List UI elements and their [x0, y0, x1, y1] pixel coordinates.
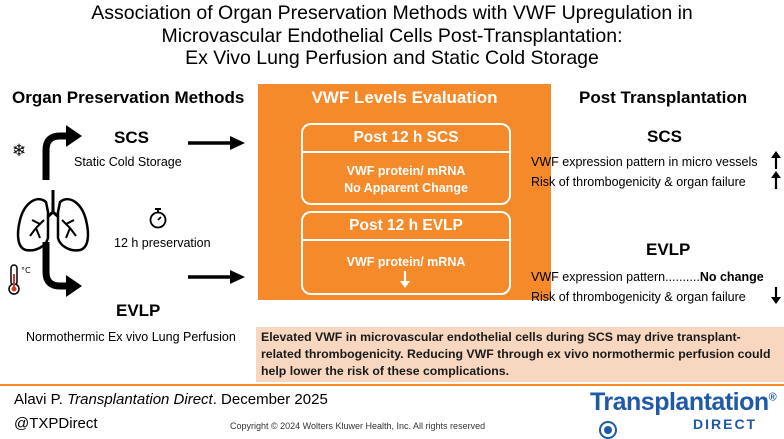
summary-text: Elevated VWF in microvascular endothelia…	[261, 330, 771, 379]
curved-arrow-icon	[42, 242, 82, 297]
lungs-icon	[16, 190, 90, 252]
left-scs-label: SCS	[114, 128, 149, 147]
snowflake-icon: ❄	[12, 141, 27, 160]
left-time-label: 12 h preservation	[114, 236, 211, 250]
stopwatch-icon	[149, 208, 167, 229]
left-scs-desc: Static Cold Storage	[74, 155, 182, 169]
citation-author: Alavi P.	[14, 391, 68, 408]
journal-logo: Transplantation®	[590, 388, 777, 417]
citation-date: . December 2025	[212, 391, 328, 408]
post-evlp-title: Post 12 h EVLP	[303, 213, 509, 241]
citation: Alavi P. Transplantation Direct. Decembe…	[14, 391, 328, 408]
title-line-1: Association of Organ Preservation Method…	[91, 2, 693, 24]
post-scs-line1: VWF protein/ mRNA	[346, 164, 466, 178]
down-arrow-icon	[771, 287, 781, 304]
journal-logo-text: Transplantation	[590, 388, 769, 416]
summary-box	[256, 327, 784, 382]
left-evlp-label: EVLP	[116, 301, 161, 320]
twitter-handle[interactable]: @TXPDirect	[14, 415, 98, 432]
right-arrow-icon	[188, 270, 245, 284]
title: Association of Organ Preservation Method…	[0, 2, 784, 70]
curved-arrow-icon	[42, 125, 82, 180]
post-scs-box: Post 12 h SCS VWF protein/ mRNA No Appar…	[301, 123, 511, 205]
title-line-2: Microvascular Endothelial Cells Post-Tra…	[161, 24, 623, 47]
right-evlp-label: EVLP	[646, 240, 691, 259]
right-evlp-item2: Risk of thrombogenicity & organ failure	[531, 290, 746, 304]
post-scs-title: Post 12 h SCS	[303, 125, 509, 153]
post-scs-line2: No Apparent Change	[344, 181, 468, 195]
copyright: Copyright © 2024 Wolters Kluwer Health, …	[230, 421, 486, 431]
down-arrow-icon	[400, 271, 410, 288]
right-evlp-item1-text: VWF expression pattern..........	[531, 270, 700, 284]
post-evlp-box: Post 12 h EVLP VWF protein/ mRNA	[301, 211, 511, 295]
right-evlp-item1-bold: No change	[699, 270, 764, 284]
title-line-3: Ex Vivo Lung Perfusion and Static Cold S…	[185, 47, 599, 69]
up-arrow-icon	[771, 171, 781, 189]
footer-divider	[0, 384, 784, 386]
left-evlp-desc: Normothermic Ex vivo Lung Perfusion	[26, 330, 236, 344]
right-evlp-item1: VWF expression pattern..........No chang…	[531, 270, 764, 284]
right-arrow-icon	[188, 136, 245, 150]
center-heading: VWF Levels Evaluation	[311, 88, 498, 107]
seal-icon	[599, 421, 617, 439]
right-scs-item1: VWF expression pattern in micro vessels	[531, 155, 758, 169]
journal-logo-reg: ®	[768, 391, 777, 404]
post-evlp-line1: VWF protein/ mRNA	[346, 255, 466, 269]
svg-text:°C: °C	[21, 266, 31, 275]
journal-logo-sub: DIRECT	[693, 416, 758, 432]
citation-journal: Transplantation Direct	[67, 391, 213, 408]
right-scs-label: SCS	[647, 127, 682, 146]
left-heading: Organ Preservation Methods	[12, 88, 245, 107]
right-scs-item2: Risk of thrombogenicity & organ failure	[531, 175, 746, 189]
right-heading: Post Transplantation	[579, 88, 748, 107]
up-arrow-icon	[771, 151, 781, 169]
thermometer-icon: °C	[8, 264, 31, 295]
